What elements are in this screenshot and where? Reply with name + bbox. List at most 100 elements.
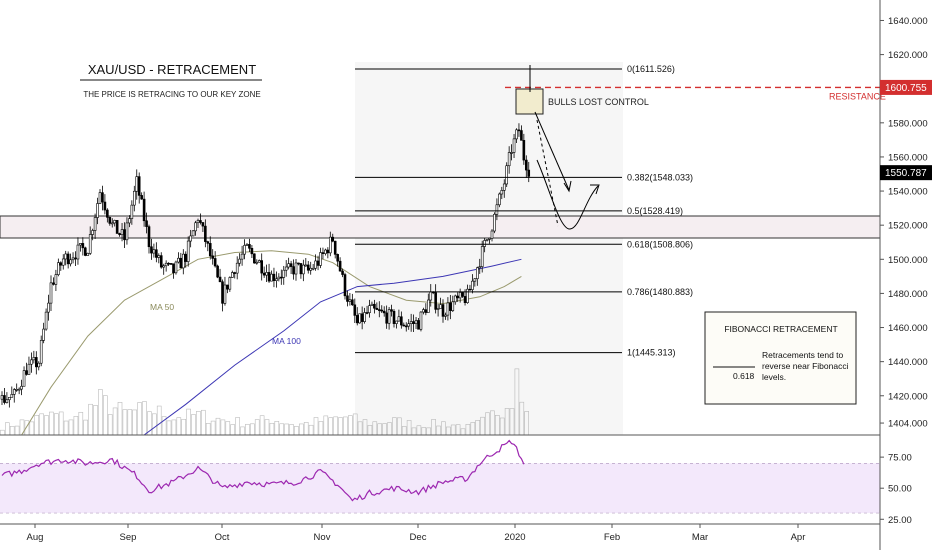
candle-body [34,357,38,368]
candle-body [377,309,381,311]
candle-body [343,274,347,297]
candle-layer [0,123,531,408]
candle-body [27,363,31,375]
candle-body [341,270,344,275]
resistance-price-tag: 1600.755 [880,79,932,95]
candle-body [439,304,442,309]
candle-body [235,262,239,274]
candle-body [373,303,376,309]
candle-body [436,308,440,310]
candle-body [61,258,65,266]
candle-body [42,328,45,341]
candle-body [177,257,180,263]
y-tick-label: 1580.000 [888,118,928,129]
ma-layer [21,250,522,436]
candle-body [20,385,23,390]
candle-body [395,320,398,324]
candle-body [245,244,249,246]
candle-body [196,220,200,224]
candle-body [79,243,82,246]
candle-body [480,246,484,267]
candle-body [409,321,413,325]
candle-body [321,252,325,254]
x-tick-label: Oct [215,532,230,543]
candle-body [243,245,246,255]
candle-body [226,284,229,290]
candle-body [522,140,526,161]
candle-body [101,192,104,203]
y-tick-label: 1480.000 [888,289,928,300]
candle-body [157,255,161,258]
candle-body [140,195,143,200]
candle-body [392,310,396,324]
candle-body [517,129,521,132]
candle-body [473,278,477,282]
candle-body [267,272,271,282]
candle-body [213,258,217,267]
candle-body [493,213,496,232]
candle-body [240,253,244,260]
candle-body [182,253,185,269]
resistance-price-tag-text: 1600.755 [885,83,927,94]
candle-body [270,273,273,282]
candle-body [211,255,214,259]
x-tick-label: Nov [314,532,331,543]
candle-body [429,291,433,301]
candle-body [505,165,509,185]
rsi-axis: 75.00 50.00 25.00 [880,453,912,526]
y-tick-label: 1640.000 [888,16,928,27]
candle-body [400,316,403,326]
candle-body [272,273,276,281]
candle-body [424,309,428,313]
candle-body [8,396,11,401]
candle-body [128,218,131,224]
candle-body [306,264,310,271]
candle-body [500,190,504,195]
candle-body [186,240,190,262]
candle-body [135,176,139,192]
candle-body [314,260,317,269]
candle-body [375,307,379,310]
candle-body [81,243,85,249]
y-tick-label: 1500.000 [888,255,928,266]
candle-body [351,299,354,306]
y-tick-label: 1460.000 [888,323,928,334]
candle-body [93,217,97,231]
candle-body [390,309,393,312]
y-tick-label: 1520.000 [888,221,928,232]
candle-body [54,274,58,285]
x-tick-label: Apr [791,532,806,543]
candle-body [64,253,67,260]
ma50-line [21,250,522,436]
fib-level-label: 0.618(1508.806) [627,239,693,249]
candle-body [159,255,163,268]
candle-body [22,370,26,387]
candle-body [451,301,455,311]
chart-subtitle: THE PRICE IS RETRACING TO OUR KEY ZONE [83,90,260,99]
candle-body [302,264,305,275]
legend-title: FIBONACCI RETRACEMENT [724,324,837,334]
candle-body [524,159,528,171]
candle-body [125,222,129,241]
candle-body [333,240,337,255]
candle-body [363,312,366,322]
candle-body [152,249,156,254]
candle-body [52,282,55,285]
y-axis: 1640.0001620.0001600.0001580.0001560.000… [880,16,928,430]
candle-body [0,395,4,400]
x-axis: Aug Sep Oct Nov Dec 2020 Feb Mar Apr [27,524,806,543]
candle-body [441,304,445,317]
candle-body [218,276,222,283]
candle-body [262,272,266,276]
candle-body [59,262,63,266]
candle-body [284,266,288,271]
candle-body [204,225,207,242]
candle-body [162,265,165,268]
candle-body [191,230,195,237]
candle-body [208,243,212,257]
candle-body [382,310,386,314]
candle-body [115,220,119,234]
candle-body [502,183,506,191]
